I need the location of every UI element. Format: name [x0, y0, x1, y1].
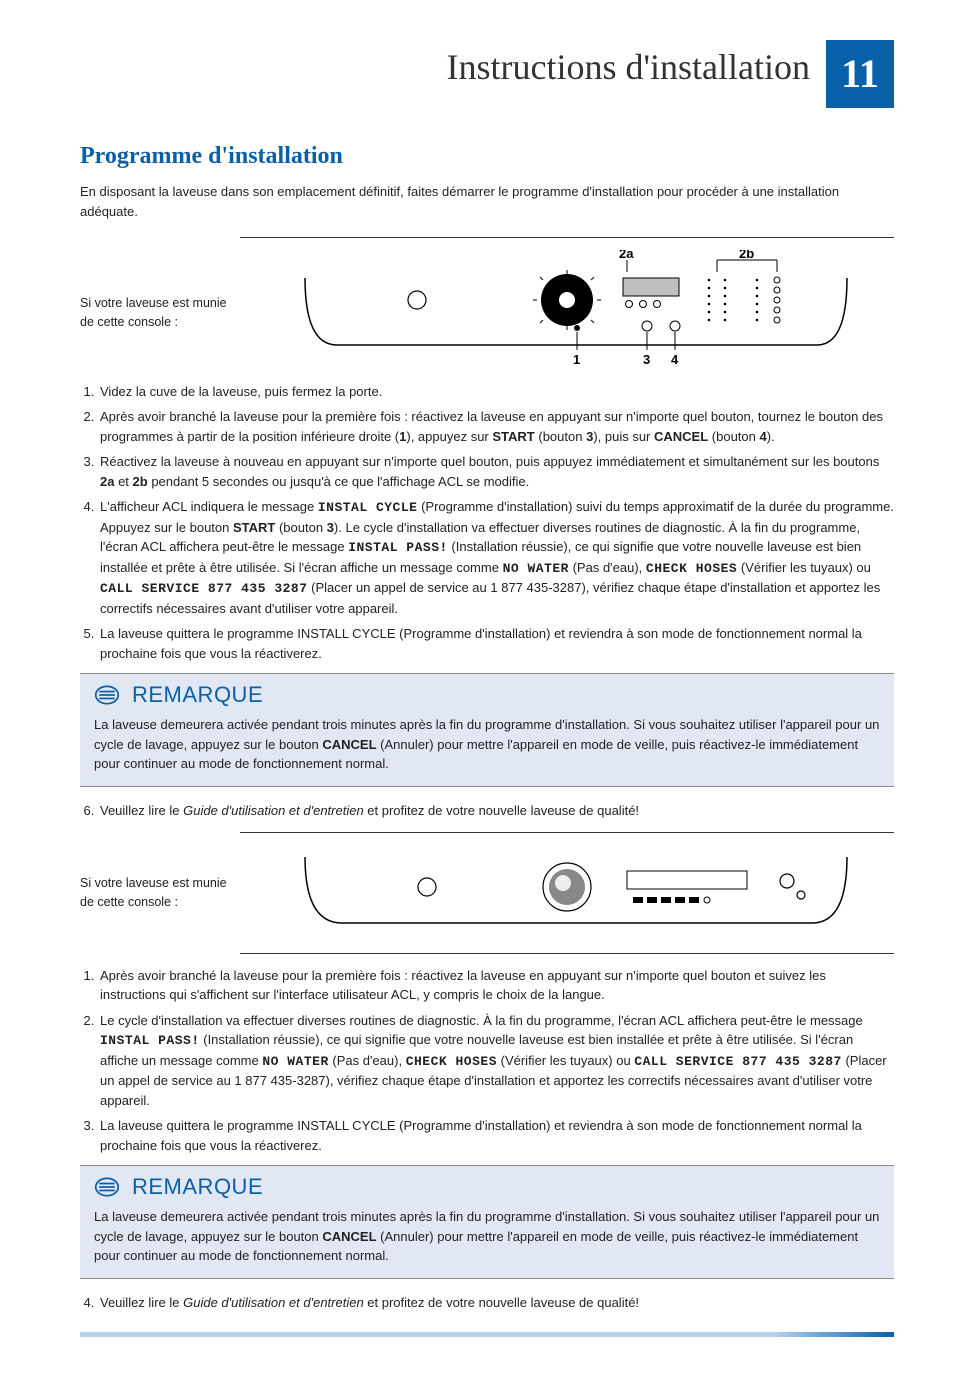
- steps-b-tail: Veuillez lire le Guide d'utilisation et …: [80, 1293, 894, 1313]
- step-a-1: Videz la cuve de la laveuse, puis fermez…: [98, 382, 894, 402]
- steps-a-tail: Veuillez lire le Guide d'utilisation et …: [80, 801, 894, 821]
- section-title: Programme d'installation: [80, 138, 894, 174]
- console-a-diagram: 1 3 4 2a: [260, 250, 894, 376]
- note-2: REMARQUE La laveuse demeurera activée pe…: [80, 1165, 894, 1279]
- step-b-2: Le cycle d'installation va effectuer div…: [98, 1011, 894, 1111]
- section-intro: En disposant la laveuse dans son emplace…: [80, 182, 894, 221]
- note-2-title: REMARQUE: [132, 1170, 263, 1203]
- console-b-label: Si votre laveuse est munie de cette cons…: [80, 874, 240, 912]
- step-a-5: La laveuse quittera le programme INSTALL…: [98, 624, 894, 663]
- page-title: Instructions d'installation: [447, 40, 810, 94]
- steps-b: Après avoir branché la laveuse pour la p…: [80, 966, 894, 1156]
- page: Instructions d'installation 11 Programme…: [0, 0, 954, 1377]
- note-1-title: REMARQUE: [132, 678, 263, 711]
- page-number: 11: [841, 44, 879, 104]
- step-b-4: Veuillez lire le Guide d'utilisation et …: [98, 1293, 894, 1313]
- step-b-3: La laveuse quittera le programme INSTALL…: [98, 1116, 894, 1155]
- callout-4: 4: [671, 352, 679, 367]
- console-b-diagram: [260, 845, 894, 941]
- note-2-body: La laveuse demeurera activée pendant tro…: [80, 1205, 894, 1278]
- callout-2b: 2b: [739, 250, 754, 261]
- footer-rule: [80, 1332, 894, 1337]
- note-2-header: REMARQUE: [80, 1166, 894, 1205]
- page-header: Instructions d'installation 11: [80, 40, 894, 108]
- steps-a: Videz la cuve de la laveuse, puis fermez…: [80, 382, 894, 664]
- divider-2: [240, 832, 894, 833]
- step-a-6: Veuillez lire le Guide d'utilisation et …: [98, 801, 894, 821]
- step-a-4: L'afficheur ACL indiquera le message INS…: [98, 497, 894, 618]
- step-a-2: Après avoir branché la laveuse pour la p…: [98, 407, 894, 446]
- console-a-label: Si votre laveuse est munie de cette cons…: [80, 294, 240, 332]
- note-icon: [94, 684, 120, 706]
- divider-3: [240, 953, 894, 954]
- note-icon: [94, 1176, 120, 1198]
- note-1: REMARQUE La laveuse demeurera activée pe…: [80, 673, 894, 787]
- step-b-1: Après avoir branché la laveuse pour la p…: [98, 966, 894, 1005]
- console-a-row: Si votre laveuse est munie de cette cons…: [80, 250, 894, 376]
- console-b-row: Si votre laveuse est munie de cette cons…: [80, 845, 894, 941]
- step-a-3: Réactivez la laveuse à nouveau en appuya…: [98, 452, 894, 491]
- note-1-body: La laveuse demeurera activée pendant tro…: [80, 713, 894, 786]
- callout-3: 3: [643, 352, 650, 367]
- page-number-box: 11: [826, 40, 894, 108]
- callout-1: 1: [573, 352, 580, 367]
- note-1-header: REMARQUE: [80, 674, 894, 713]
- callout-2a: 2a: [619, 250, 634, 261]
- divider: [240, 237, 894, 238]
